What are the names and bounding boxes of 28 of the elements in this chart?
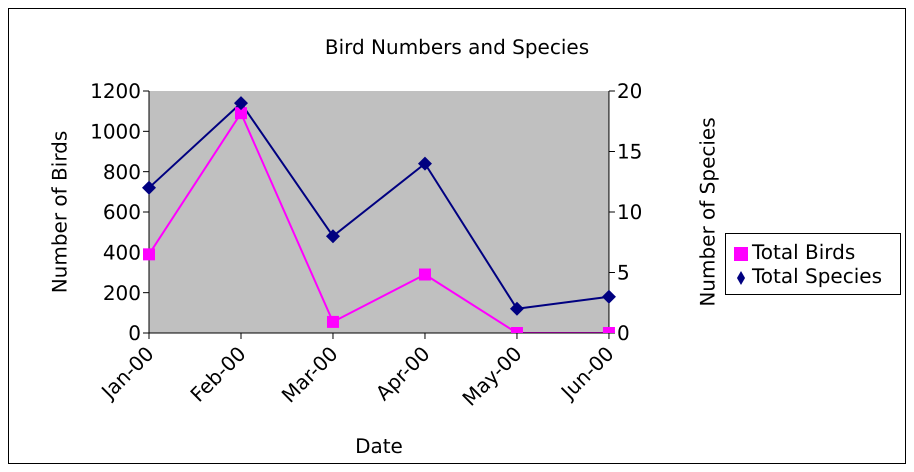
legend-label: Total Birds [752, 240, 856, 264]
point [418, 156, 432, 171]
point [234, 96, 248, 110]
x-axis-title: Date [355, 434, 403, 458]
point [326, 316, 339, 328]
y-tick-label: 1200 [90, 79, 141, 104]
point [326, 229, 340, 244]
point [602, 290, 616, 304]
y-tick-label: 1000 [90, 119, 141, 144]
y2-axis-title: Number of Species [695, 117, 720, 307]
point [142, 180, 156, 195]
y-tick-label: 400 [102, 240, 141, 264]
point [418, 268, 431, 281]
y2-tick-label: 20 [616, 79, 642, 104]
y-tick-label: 200 [102, 280, 141, 305]
legend-label: Total Species [752, 264, 882, 288]
y2-tick-label: 10 [616, 200, 642, 224]
y2-tick-label: 5 [616, 260, 630, 285]
point [510, 302, 524, 316]
chart-title: Bird Numbers and Species [324, 35, 590, 61]
y-tick-label: 600 [102, 200, 141, 224]
y-tick-label: 0 [128, 321, 141, 346]
y2-tick-label: 0 [616, 321, 630, 346]
y-tick-label: 800 [102, 160, 141, 184]
point [143, 248, 155, 260]
point [234, 107, 247, 120]
y-axis-title: Number of Birds [47, 130, 72, 294]
y2-tick-label: 15 [616, 140, 642, 164]
